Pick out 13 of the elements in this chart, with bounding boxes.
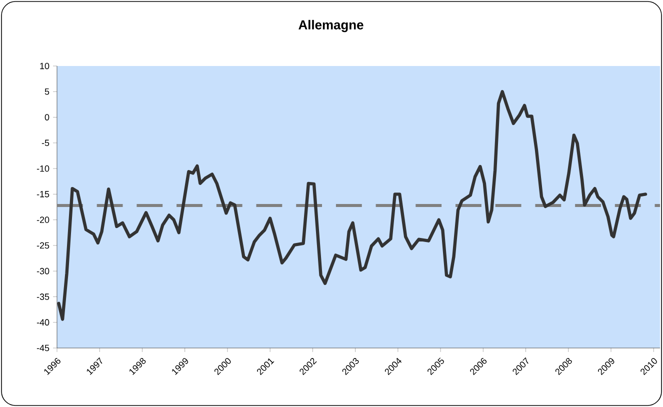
y-tick-label: -5: [42, 140, 50, 146]
y-tick-label: 0: [44, 114, 50, 120]
y-tick-label: -10: [36, 165, 50, 172]
y-tick-label: -45: [36, 344, 50, 352]
y-tick-label: -40: [36, 319, 50, 326]
y-tick-label: -30: [36, 268, 50, 274]
y-tick-label: -20: [36, 216, 50, 223]
y-tick-label: -25: [36, 242, 50, 249]
y-tick-label: -15: [36, 191, 50, 198]
y-tick-label: 10: [40, 62, 50, 70]
chart-title: Allemagne: [298, 20, 364, 32]
y-tick-label: 5: [44, 88, 50, 95]
y-tick-label: -35: [36, 294, 50, 300]
